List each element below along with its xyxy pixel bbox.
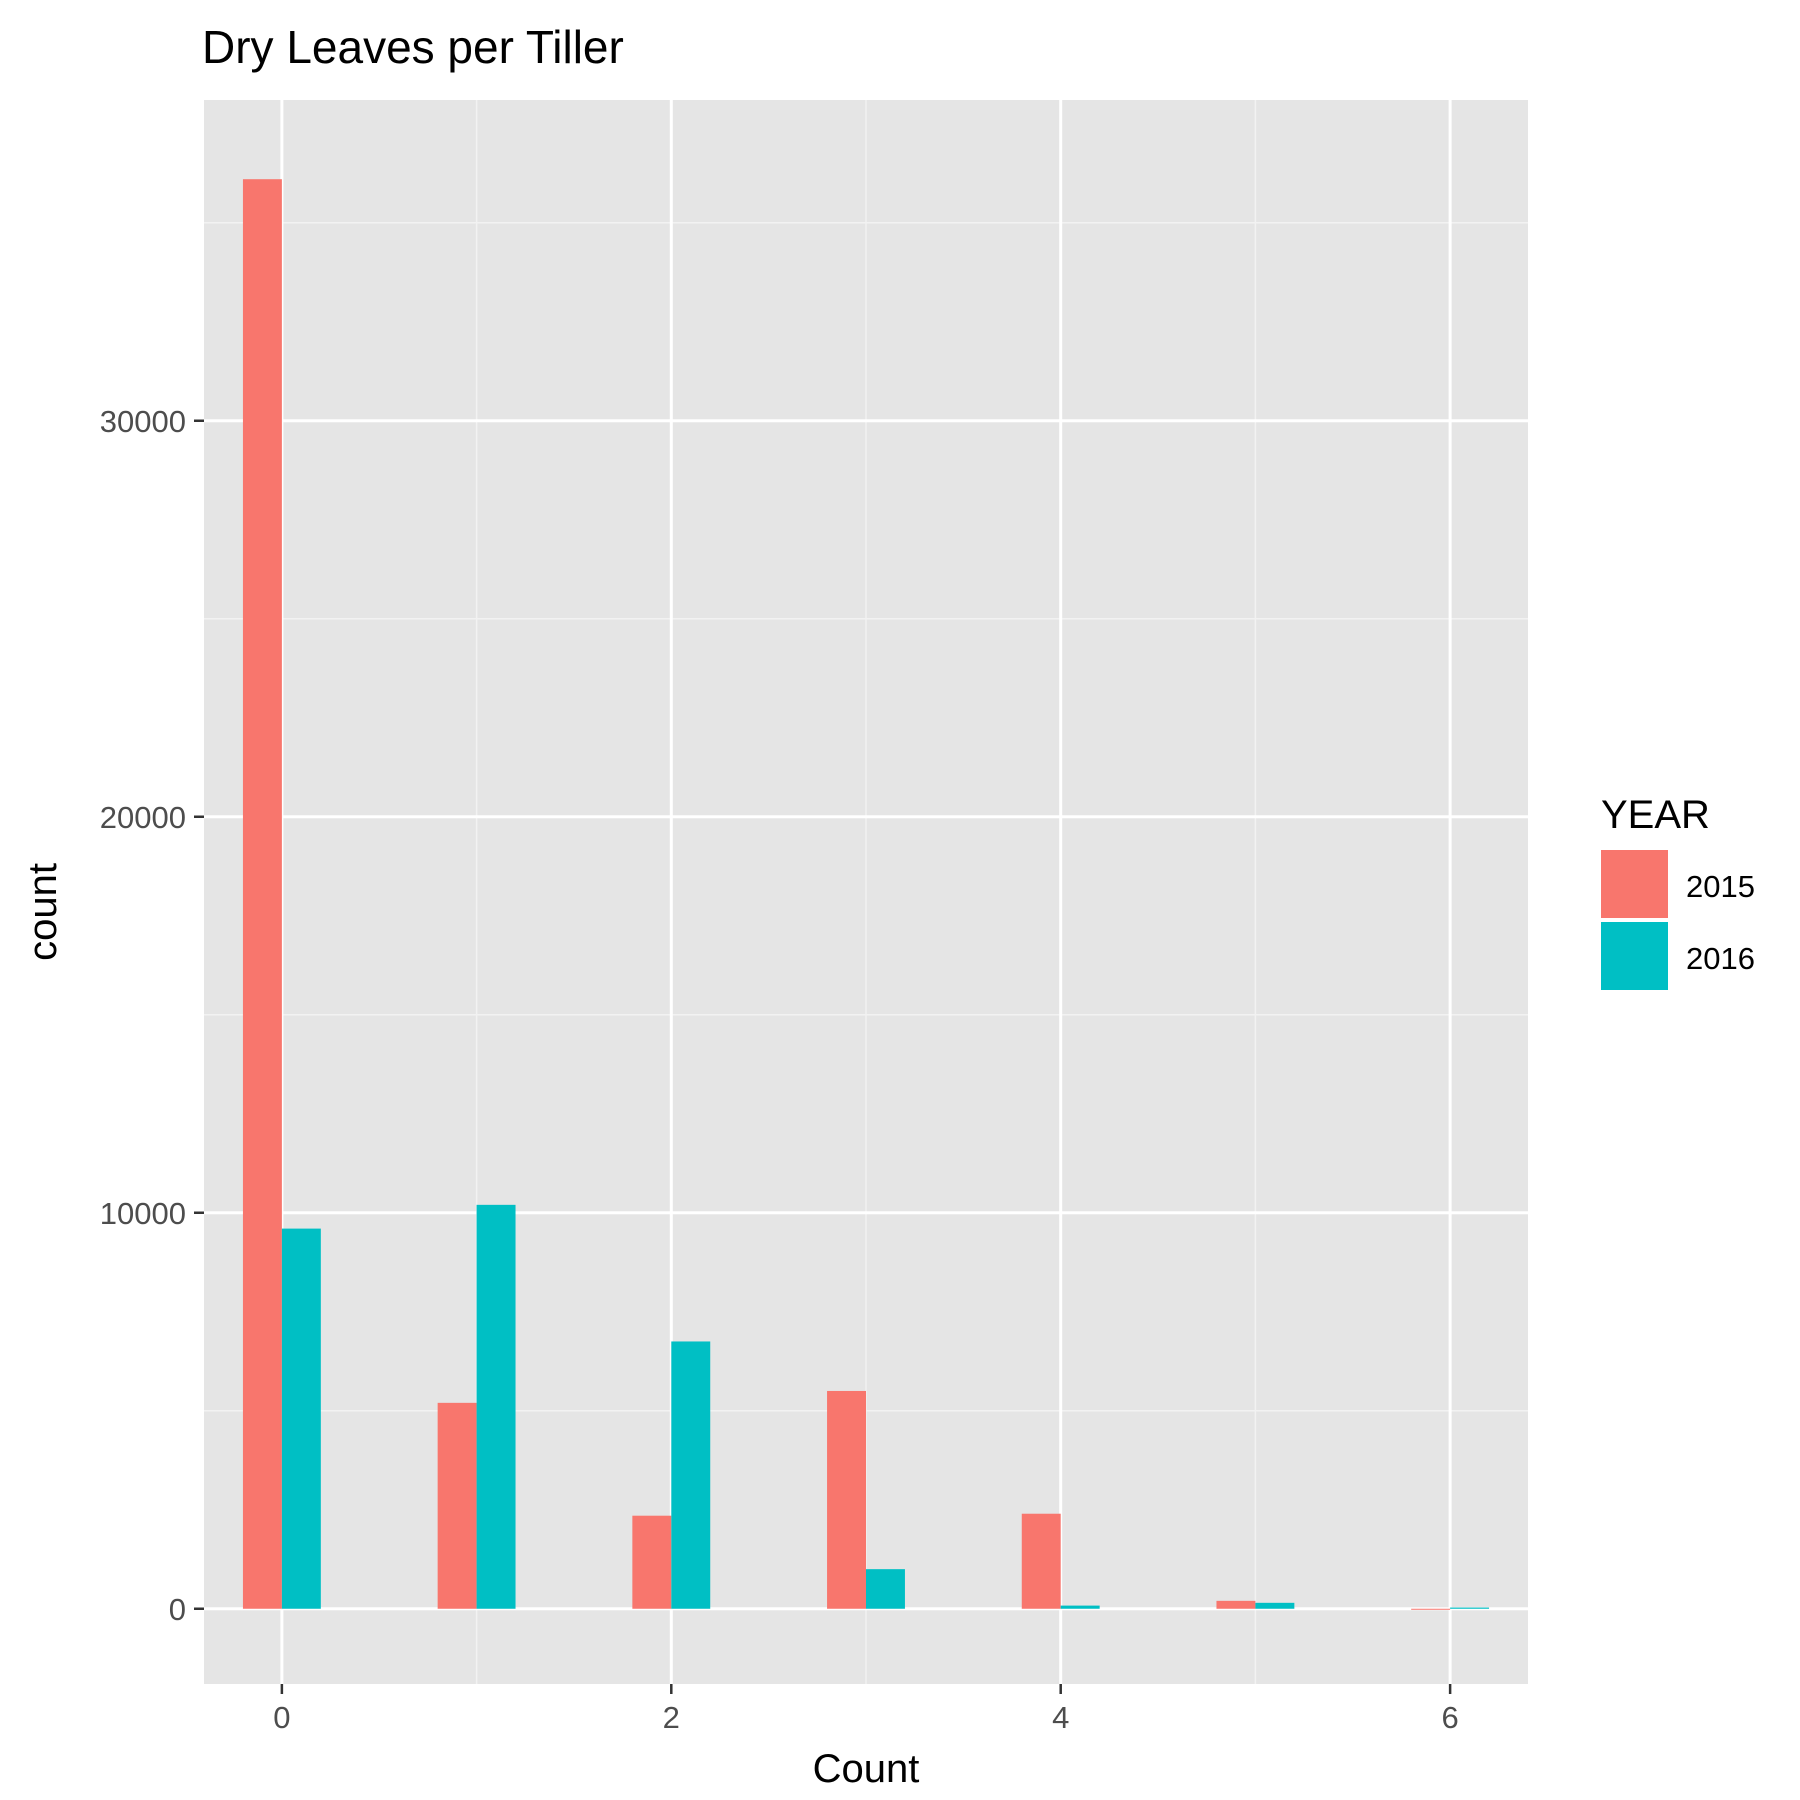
chart-title: Dry Leaves per Tiller xyxy=(202,21,624,73)
bar-2016-x0 xyxy=(281,1228,321,1609)
legend-key-2016 xyxy=(1601,922,1668,990)
x-tick-label: 6 xyxy=(1441,1700,1458,1735)
bar-2015-x2 xyxy=(632,1515,672,1609)
bar-2016-x3 xyxy=(866,1569,905,1609)
y-axis-label: count xyxy=(21,863,65,961)
legend: YEAR 2015 2016 xyxy=(1601,793,1755,990)
y-tick-label: 10000 xyxy=(100,1196,186,1231)
bar-2016-x5 xyxy=(1255,1602,1295,1609)
x-tick-label: 0 xyxy=(273,1700,290,1735)
bar-2016-x4 xyxy=(1060,1605,1100,1609)
y-tick-label: 30000 xyxy=(100,404,186,439)
legend-label-2016: 2016 xyxy=(1686,941,1755,976)
y-tick-label: 20000 xyxy=(100,800,186,835)
legend-title: YEAR xyxy=(1601,793,1710,837)
x-tick-label: 2 xyxy=(663,1700,680,1735)
legend-key-2015 xyxy=(1601,850,1668,918)
legend-label-2015: 2015 xyxy=(1686,869,1755,904)
axes: 0 2 4 6 0 10000 20000 30000 xyxy=(100,404,1459,1735)
x-tick-label: 4 xyxy=(1052,1700,1069,1735)
x-axis-label: Count xyxy=(813,1747,920,1791)
bar-2016-x1 xyxy=(476,1204,516,1609)
bar-2016-x6 xyxy=(1450,1607,1490,1609)
y-tick-label: 0 xyxy=(169,1592,186,1627)
bar-2015-x3 xyxy=(827,1390,866,1609)
bar-2015-x0 xyxy=(242,179,282,1609)
bars xyxy=(242,179,1490,1610)
bar-2015-x6 xyxy=(1411,1608,1451,1610)
bar-2015-x1 xyxy=(437,1402,477,1609)
bar-2016-x2 xyxy=(671,1341,711,1609)
bar-2015-x5 xyxy=(1216,1600,1256,1609)
bar-2015-x4 xyxy=(1021,1513,1061,1609)
legend-items: 2015 2016 xyxy=(1601,850,1755,990)
